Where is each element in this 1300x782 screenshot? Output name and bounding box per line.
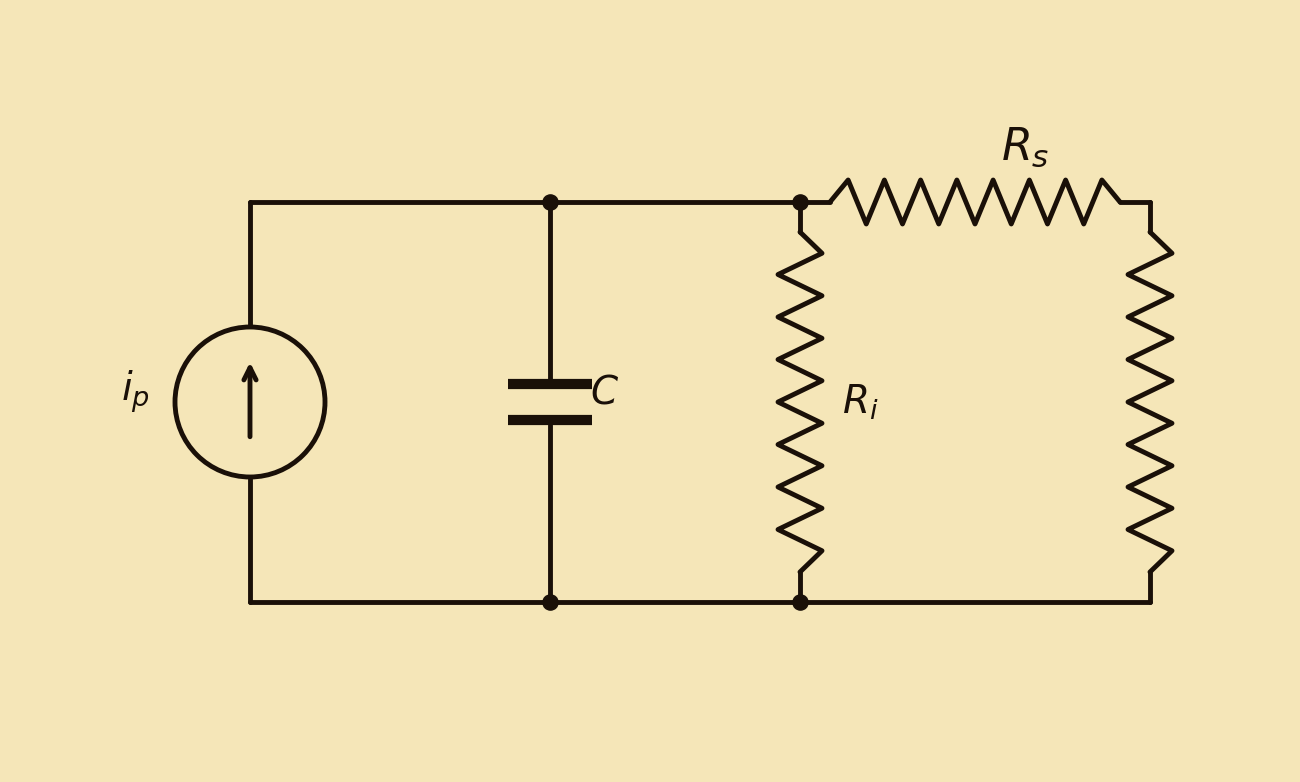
Text: $C$: $C$ (590, 373, 620, 411)
Point (540, 596, 560, 608)
Text: $R_i$: $R_i$ (842, 382, 879, 421)
Point (789, 596, 810, 608)
Point (789, 196, 810, 208)
Text: $R_s$: $R_s$ (1001, 125, 1049, 169)
Text: $i_p$: $i_p$ (121, 368, 150, 415)
Point (540, 196, 560, 208)
